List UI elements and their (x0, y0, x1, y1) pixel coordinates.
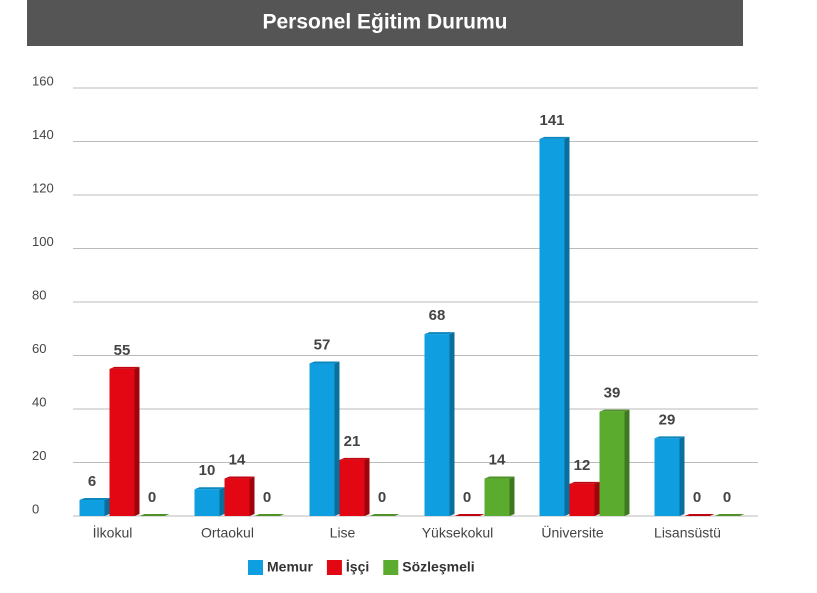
value-label: 10 (199, 462, 216, 479)
bar-top (254, 514, 285, 516)
value-label: 14 (229, 452, 246, 469)
bar (79, 499, 105, 516)
bar-top (139, 514, 170, 516)
y-tick-label: 80 (32, 287, 46, 302)
value-label: 68 (429, 307, 446, 324)
bar (654, 438, 680, 516)
value-label: 29 (659, 411, 676, 428)
bar-top (454, 514, 485, 516)
value-label: 55 (114, 342, 131, 359)
bar (224, 478, 250, 516)
bar-top (109, 366, 140, 369)
y-tick-label: 160 (32, 73, 54, 88)
bar (539, 138, 565, 516)
value-label: 57 (314, 336, 331, 353)
y-tick-label: 100 (32, 234, 54, 249)
bar-side (334, 361, 340, 516)
bar-top (79, 497, 110, 500)
bar-side (219, 487, 225, 516)
value-label: 0 (693, 489, 701, 506)
bar-top (309, 361, 340, 364)
bar (569, 483, 595, 516)
bar-top (569, 481, 600, 484)
bar-side (624, 409, 630, 516)
value-label: 12 (574, 457, 591, 474)
bar-top (714, 514, 745, 516)
bar (424, 334, 450, 516)
y-tick-label: 120 (32, 180, 54, 195)
value-label: 39 (604, 385, 621, 402)
value-label: 0 (723, 489, 731, 506)
bar-top (369, 514, 400, 516)
value-label: 21 (344, 433, 361, 450)
title-bar (27, 0, 743, 46)
x-tick-label: Lise (330, 525, 356, 541)
value-label: 0 (378, 489, 386, 506)
bar (309, 363, 335, 516)
x-tick-label: Lisansüstü (654, 525, 721, 541)
legend-swatch (326, 560, 342, 575)
bar-top (684, 514, 715, 516)
x-tick-label: İlkokul (93, 524, 133, 541)
value-label: 0 (463, 489, 471, 506)
value-label: 14 (489, 452, 506, 469)
value-label: 0 (263, 489, 271, 506)
bar-top (539, 136, 570, 139)
legend-label: Sözleşmeli (402, 559, 474, 575)
y-tick-label: 0 (32, 501, 39, 516)
value-label: 0 (148, 489, 156, 506)
x-tick-label: Yüksekokul (422, 525, 494, 541)
bar (109, 368, 135, 516)
bar-side (104, 497, 110, 516)
chart-title: Personel Eğitim Durumu (262, 11, 507, 34)
bar-side (594, 481, 600, 516)
y-tick-label: 140 (32, 127, 54, 142)
bar-top (224, 476, 255, 479)
y-tick-label: 60 (32, 341, 46, 356)
legend-label: İşçi (346, 559, 369, 575)
bar-side (449, 332, 455, 516)
bar (599, 411, 625, 516)
bar-side (509, 476, 515, 516)
y-tick-label: 40 (32, 394, 46, 409)
bar-top (654, 436, 685, 439)
bar-side (249, 476, 255, 516)
bar-top (339, 457, 370, 460)
bar-top (599, 409, 630, 412)
value-label: 141 (539, 112, 564, 129)
x-tick-label: Ortaokul (201, 525, 254, 541)
bar-top (424, 332, 455, 335)
bar-top (484, 476, 515, 479)
bar-side (679, 436, 685, 516)
bar (339, 459, 365, 516)
value-label: 6 (88, 473, 96, 490)
legend-swatch (248, 560, 263, 575)
bar-side (564, 136, 570, 516)
y-tick-label: 20 (32, 448, 46, 463)
legend-label: Memur (267, 559, 313, 575)
bar-side (134, 366, 140, 516)
bar (484, 478, 510, 516)
bar-side (364, 457, 370, 516)
legend-swatch (383, 560, 399, 575)
x-tick-label: Üniversite (541, 524, 603, 541)
bar-top (194, 487, 225, 490)
bar (194, 489, 220, 516)
